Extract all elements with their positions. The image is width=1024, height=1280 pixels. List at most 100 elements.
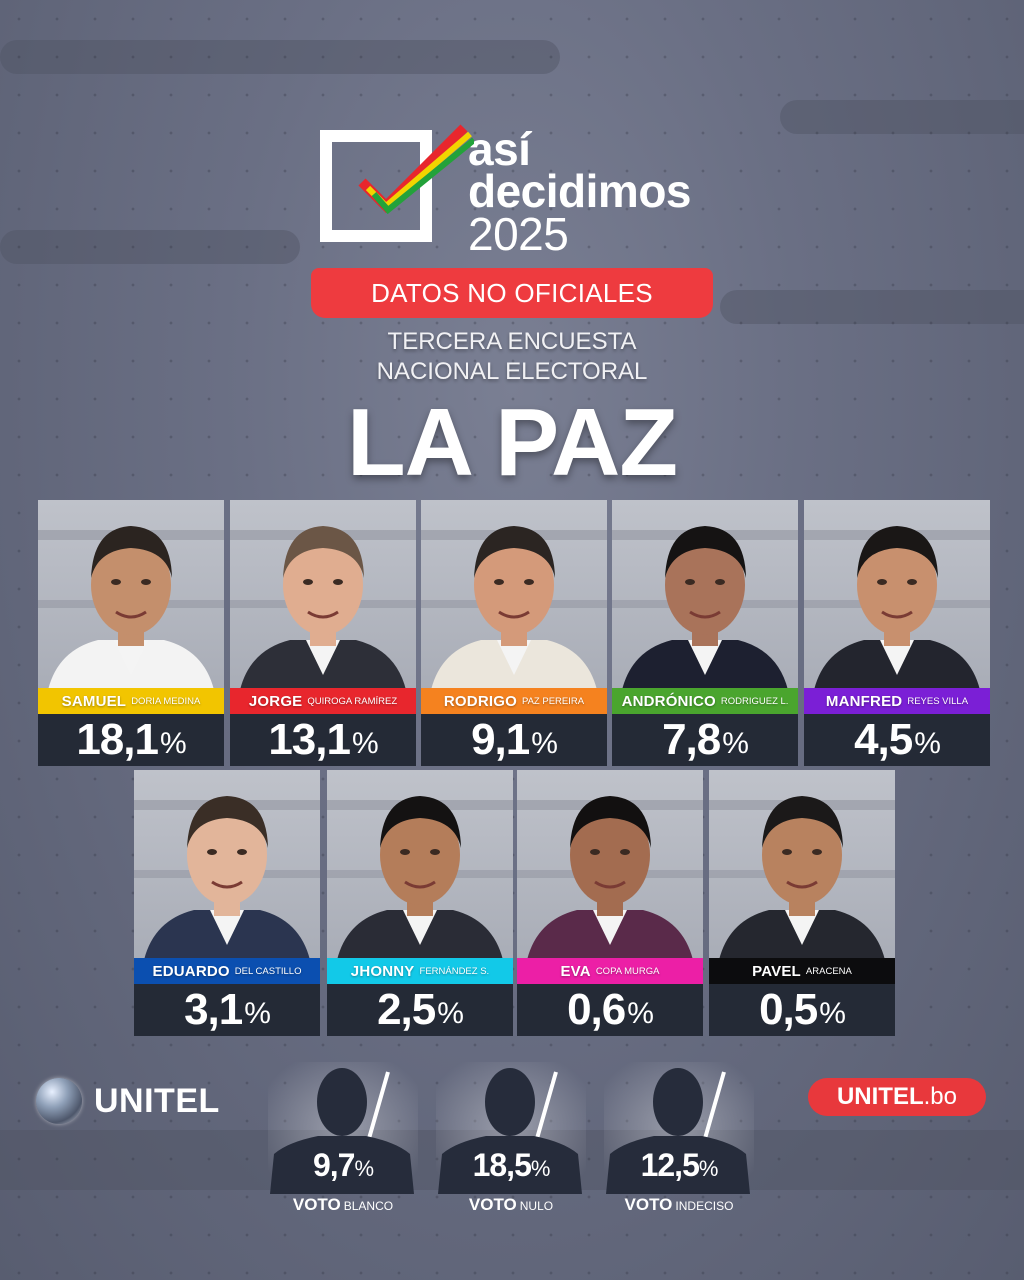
- percent-sign: %: [159, 727, 187, 760]
- percent-sign: %: [627, 997, 654, 1030]
- candidate-photo: [38, 500, 224, 690]
- unitel-bo-logo: UNITEL .bo: [808, 1078, 986, 1116]
- vote-label-sub: INDECISO: [675, 1199, 734, 1213]
- anonymous-silhouette-icon: [268, 1062, 418, 1194]
- candidate-card: RODRIGO Paz Pereira 9,1%: [421, 500, 607, 766]
- candidate-last-name: Copa Murga: [595, 965, 660, 977]
- candidate-last-name: Paz Pereira: [521, 695, 585, 707]
- candidate-card: MANFRED Reyes Villa 4,5%: [804, 500, 990, 766]
- candidate-photo: [804, 500, 990, 690]
- other-vote-block: 18,5% VOTO NULO: [436, 1062, 586, 1222]
- candidate-photo: [709, 770, 895, 960]
- candidate-photo: [517, 770, 703, 960]
- percent-sign: %: [354, 1156, 374, 1181]
- candidate-last-name: Fernández S.: [419, 965, 490, 977]
- candidate-first-name: MANFRED: [825, 692, 903, 710]
- unitel-orb-icon: [36, 1078, 82, 1124]
- other-vote-label: VOTO INDECISO: [604, 1195, 754, 1215]
- candidate-last-name: Reyes Villa: [907, 695, 969, 707]
- unitel-bo-suffix: .bo: [923, 1083, 958, 1110]
- candidate-card: SAMUEL Doria Medina 18,1%: [38, 500, 224, 766]
- candidate-last-name: Rodriguez L.: [720, 695, 789, 707]
- other-vote-percentage: 18,5%: [436, 1147, 586, 1184]
- candidate-percentage: 3,1%: [134, 984, 320, 1036]
- candidate-name-bar: JHONNY Fernández S.: [327, 958, 513, 984]
- unofficial-data-badge: DATOS NO OFICIALES: [311, 268, 713, 318]
- person-portrait-icon: [327, 796, 513, 960]
- candidate-first-name: JORGE: [248, 692, 303, 710]
- unitel-bo-main: UNITEL: [836, 1083, 924, 1110]
- other-vote-block: 12,5% VOTO INDECISO: [604, 1062, 754, 1222]
- percentage-value: 4,5: [854, 715, 913, 764]
- percent-sign: %: [351, 727, 379, 760]
- vote-label-main: VOTO: [292, 1195, 341, 1214]
- candidate-last-name: Del Castillo: [234, 965, 302, 977]
- brand-line-2: decidimos: [468, 165, 692, 218]
- percentage-value: 12,5: [640, 1147, 700, 1183]
- candidate-first-name: SAMUEL: [61, 692, 127, 710]
- vote-label-sub: NULO: [519, 1199, 554, 1213]
- candidate-name-bar: PAVEL Aracena: [709, 958, 895, 984]
- vote-label-sub: BLANCO: [343, 1199, 394, 1213]
- candidate-card: JHONNY Fernández S. 2,5%: [327, 770, 513, 1036]
- percentage-value: 13,1: [268, 715, 351, 764]
- person-portrait-icon: [134, 796, 320, 960]
- percent-sign: %: [530, 1156, 551, 1181]
- anonymous-silhouette-icon: [436, 1062, 586, 1194]
- vote-label-main: VOTO: [468, 1195, 517, 1214]
- brand-header: así decidimos 2025: [320, 123, 692, 257]
- candidate-percentage: 0,5%: [709, 984, 895, 1036]
- other-vote-percentage: 9,7%: [268, 1147, 418, 1184]
- percentage-value: 3,1: [184, 985, 243, 1034]
- candidate-card: EDUARDO Del Castillo 3,1%: [134, 770, 320, 1036]
- candidate-first-name: JHONNY: [350, 962, 415, 980]
- candidate-name-bar: MANFRED Reyes Villa: [804, 688, 990, 714]
- person-portrait-icon: [38, 526, 224, 690]
- percent-sign: %: [722, 727, 749, 760]
- checkbox-logo-icon: [320, 124, 474, 242]
- candidate-first-name: RODRIGO: [443, 692, 517, 710]
- candidate-photo: [421, 500, 607, 690]
- candidate-percentage: 13,1%: [230, 714, 416, 766]
- bg-stripe: [780, 100, 1024, 134]
- candidate-card: PAVEL Aracena 0,5%: [709, 770, 895, 1036]
- percentage-value: 9,1: [471, 715, 530, 764]
- vote-label-main: VOTO: [624, 1195, 673, 1214]
- candidate-photo: [612, 500, 798, 690]
- bg-stripe: [0, 40, 560, 74]
- candidate-name-bar: SAMUEL Doria Medina: [38, 688, 224, 714]
- candidate-first-name: EDUARDO: [152, 962, 230, 980]
- candidate-name-bar: ANDRÓNICO Rodriguez L.: [612, 688, 798, 714]
- candidate-percentage: 7,8%: [612, 714, 798, 766]
- candidate-name-bar: JORGE Quiroga Ramírez: [230, 688, 416, 714]
- subtitle-line-1: TERCERA ENCUESTA: [387, 328, 637, 355]
- candidate-card: EVA Copa Murga 0,6%: [517, 770, 703, 1036]
- brand-line-1: así: [468, 123, 531, 175]
- candidate-photo: [230, 500, 416, 690]
- person-portrait-icon: [804, 526, 990, 690]
- percent-sign: %: [244, 997, 271, 1030]
- candidate-last-name: Doria Medina: [131, 695, 201, 707]
- subtitle-line-2: NACIONAL ELECTORAL: [376, 358, 648, 385]
- percent-sign: %: [819, 997, 846, 1030]
- unitel-logo: UNITEL: [36, 1078, 220, 1124]
- candidate-first-name: PAVEL: [752, 962, 801, 980]
- candidate-percentage: 18,1%: [38, 714, 224, 766]
- other-vote-percentage: 12,5%: [604, 1147, 754, 1184]
- percentage-value: 9,7: [312, 1147, 355, 1183]
- candidate-percentage: 9,1%: [421, 714, 607, 766]
- unitel-logo-text: UNITEL: [94, 1081, 220, 1120]
- candidate-name-bar: EDUARDO Del Castillo: [134, 958, 320, 984]
- percentage-value: 18,1: [76, 715, 159, 764]
- person-portrait-icon: [517, 796, 703, 960]
- candidate-percentage: 0,6%: [517, 984, 703, 1036]
- percent-sign: %: [914, 727, 941, 760]
- candidate-first-name: ANDRÓNICO: [621, 692, 716, 710]
- percentage-value: 18,5: [472, 1147, 532, 1183]
- percentage-value: 0,5: [759, 985, 818, 1034]
- person-portrait-icon: [709, 796, 895, 960]
- candidate-photo: [327, 770, 513, 960]
- other-vote-block: 9,7% VOTO BLANCO: [268, 1062, 418, 1222]
- candidate-card: JORGE Quiroga Ramírez 13,1%: [230, 500, 416, 766]
- bg-stripe: [720, 290, 1024, 324]
